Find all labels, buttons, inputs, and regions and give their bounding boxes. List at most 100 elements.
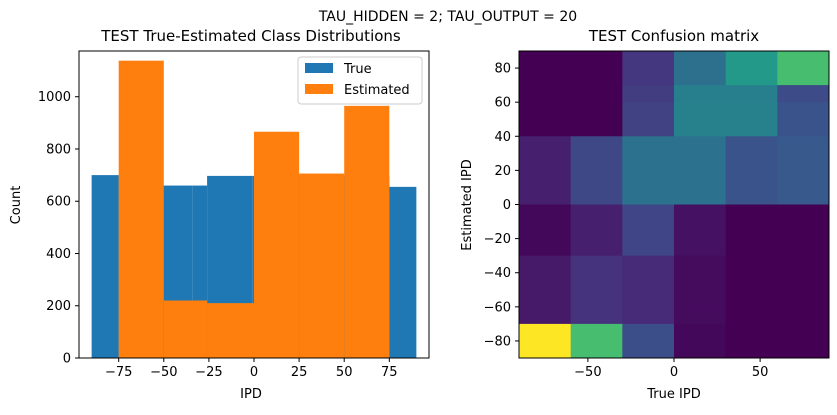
y-tick-label: 0	[503, 198, 511, 213]
heatmap-cell-r4-c1	[570, 204, 623, 257]
x-tick-label: −50	[150, 365, 177, 380]
heatmap-cell-r3-c5	[777, 136, 830, 205]
heatmap-cell-r7-c4	[725, 323, 778, 359]
heatmap-cell-r4-c0	[519, 204, 572, 257]
histogram-bars	[91, 60, 417, 358]
confusion-matrix-title: TEST Confusion matrix	[588, 27, 759, 45]
heatmap-cell-r2-c3	[674, 102, 727, 137]
heatmap-cell-r1-c2	[622, 85, 675, 103]
heatmap-cell-r5-c0	[519, 255, 572, 308]
heatmap-cell-r6-c3	[674, 306, 727, 325]
heatmap-cell-r1-c0	[519, 85, 572, 103]
heatmap-cell-r3-c1	[570, 136, 623, 205]
confusion-matrix-cells	[519, 51, 830, 359]
heatmap-cell-r0-c2	[622, 51, 675, 86]
y-tick-label: 200	[46, 299, 71, 314]
heatmap-cell-r0-c5	[777, 51, 830, 86]
confusion-matrix-y-label: Estimated IPD	[460, 159, 475, 251]
bar-estimated-5	[344, 105, 390, 358]
figure-suptitle: TAU_HIDDEN = 2; TAU_OUTPUT = 20	[318, 9, 577, 25]
heatmap-cell-r7-c5	[777, 323, 830, 359]
heatmap-cell-r2-c1	[570, 102, 623, 137]
legend: True Estimated	[297, 56, 423, 105]
y-tick-label: 40	[494, 130, 511, 145]
confusion-matrix-x-ticks: −50 0 50	[574, 358, 768, 380]
heatmap-cell-r0-c4	[725, 51, 778, 86]
y-tick-label: 400	[46, 247, 71, 262]
x-tick-label: −75	[105, 365, 132, 380]
heatmap-cell-r5-c3	[674, 255, 727, 308]
heatmap-cell-r3-c2	[622, 136, 675, 205]
bar-estimated-4	[299, 173, 345, 358]
histogram-x-label: IPD	[240, 387, 262, 402]
heatmap-cell-r7-c2	[622, 323, 675, 359]
heatmap-cell-r0-c1	[570, 51, 623, 86]
heatmap-cell-r7-c1	[570, 323, 623, 359]
heatmap-cell-r4-c3	[674, 204, 727, 257]
heatmap-cell-r1-c3	[674, 85, 727, 103]
heatmap-cell-r1-c5	[777, 85, 830, 103]
heatmap-cell-r6-c1	[570, 306, 623, 325]
heatmap-cell-r4-c5	[777, 204, 830, 257]
heatmap-cell-r4-c4	[725, 204, 778, 257]
heatmap-cell-r2-c0	[519, 102, 572, 137]
x-tick-label: 0	[250, 365, 258, 380]
heatmap-cell-r5-c4	[725, 255, 778, 308]
heatmap-cell-r6-c0	[519, 306, 572, 325]
heatmap-cell-r0-c3	[674, 51, 727, 86]
bar-estimated-0	[118, 60, 164, 358]
x-tick-label: −50	[574, 365, 601, 380]
heatmap-cell-r5-c1	[570, 255, 623, 308]
confusion-matrix-panel: TEST Confusion matrix −50 0 50 −80 −60 −40 −2…	[460, 27, 830, 402]
heatmap-cell-r2-c2	[622, 102, 675, 137]
x-tick-label: −25	[195, 365, 222, 380]
legend-swatch-true	[305, 63, 333, 73]
heatmap-cell-r7-c0	[519, 323, 572, 359]
heatmap-cell-r2-c4	[725, 102, 778, 137]
x-tick-label: 50	[336, 365, 353, 380]
legend-swatch-estimated	[305, 84, 333, 94]
confusion-matrix-y-ticks: −80 −60 −40 −20 0 20 40 60 80	[484, 62, 519, 349]
y-tick-label: −60	[484, 300, 511, 315]
y-tick-label: 1000	[38, 90, 71, 105]
heatmap-cell-r5-c5	[777, 255, 830, 308]
heatmap-cell-r1-c1	[570, 85, 623, 103]
y-tick-label: 800	[46, 142, 71, 157]
bar-estimated-3	[254, 131, 300, 358]
heatmap-cell-r5-c2	[622, 255, 675, 308]
heatmap-cell-r6-c4	[725, 306, 778, 325]
x-tick-label: 75	[381, 365, 398, 380]
histogram-title: TEST True-Estimated Class Distributions	[100, 27, 401, 45]
histogram-x-ticks: −75 −50 −25 0 25 50 75	[105, 358, 398, 380]
bar-true-0	[91, 175, 119, 358]
x-tick-label: 0	[670, 365, 678, 380]
heatmap-cell-r3-c4	[725, 136, 778, 205]
x-tick-label: 25	[291, 365, 308, 380]
y-tick-label: −20	[484, 232, 511, 247]
heatmap-cell-r6-c2	[622, 306, 675, 325]
y-tick-label: 60	[494, 96, 511, 111]
heatmap-cell-r2-c5	[777, 102, 830, 137]
y-tick-label: 600	[46, 195, 71, 210]
histogram-y-ticks: 0 200 400 600 800 1000	[38, 90, 79, 367]
histogram-panel: TEST True-Estimated Class Distributions …	[9, 27, 430, 402]
y-tick-label: 80	[494, 62, 511, 77]
heatmap-cell-r7-c3	[674, 323, 727, 359]
bar-estimated-2	[207, 303, 254, 358]
x-tick-label: 50	[752, 365, 769, 380]
histogram-y-label: Count	[9, 186, 24, 225]
heatmap-cell-r0-c0	[519, 51, 572, 86]
bar-true-9	[389, 186, 417, 358]
confusion-matrix-x-label: True IPD	[646, 387, 700, 402]
y-tick-label: 20	[494, 164, 511, 179]
heatmap-cell-r1-c4	[725, 85, 778, 103]
legend-label-true: True	[343, 62, 372, 77]
y-tick-label: −80	[484, 334, 511, 349]
y-tick-label: −40	[484, 266, 511, 281]
heatmap-cell-r4-c2	[622, 204, 675, 257]
y-tick-label: 0	[63, 352, 71, 367]
legend-label-estimated: Estimated	[344, 83, 410, 98]
heatmap-cell-r3-c0	[519, 136, 572, 205]
heatmap-cell-r3-c3	[674, 136, 727, 205]
